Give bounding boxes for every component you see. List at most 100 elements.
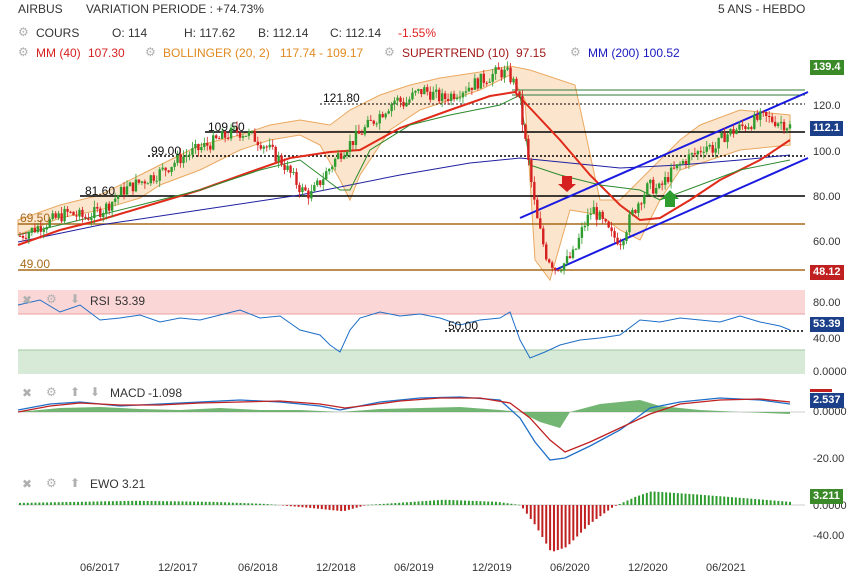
ewo-bar	[529, 505, 532, 519]
ewo-bar	[641, 494, 644, 505]
ewo-bar	[34, 502, 37, 505]
rsi-level-label: 50.00	[448, 319, 479, 333]
candle-body	[244, 135, 248, 137]
candle-body	[782, 121, 786, 131]
candle-body	[527, 138, 530, 160]
ewo-bar	[336, 505, 339, 511]
candle-body	[675, 164, 679, 169]
macd-panel[interactable]	[0, 380, 855, 468]
mm40-label: MM (40)	[36, 46, 81, 60]
close-icon[interactable]: ✖	[22, 477, 33, 491]
ewo-bar	[502, 502, 505, 505]
ewo-bar	[309, 505, 312, 508]
ewo-bar	[123, 501, 126, 505]
candle-body	[562, 263, 566, 271]
period-label[interactable]: 5 ANS - HEBDO	[718, 2, 806, 16]
ewo-bar	[506, 503, 509, 505]
candle-body	[601, 211, 604, 219]
ewo-bar	[761, 499, 764, 505]
gear-icon[interactable]: ⚙	[46, 476, 57, 490]
candle-body	[785, 128, 789, 131]
ewo-bar	[135, 500, 138, 505]
open-value: O: 114	[112, 26, 148, 40]
ewo-bar	[607, 505, 610, 511]
ewo-panel[interactable]	[0, 470, 855, 558]
ewo-bar	[715, 495, 718, 505]
candle-body	[21, 235, 25, 238]
ewo-bar	[498, 502, 501, 505]
arrow-down-icon[interactable]: ⬇	[70, 292, 81, 306]
candle-body	[723, 132, 726, 143]
candle-body	[518, 91, 521, 96]
ewo-bar	[332, 505, 335, 511]
gear-icon[interactable]: ⚙	[18, 25, 29, 39]
gear-icon[interactable]: ⚙	[145, 45, 156, 59]
ewo-bar	[127, 500, 130, 505]
ewo-bar	[560, 505, 563, 549]
ewo-bar	[212, 501, 215, 505]
ewo-bar	[255, 503, 258, 505]
level-lines	[18, 89, 805, 271]
candle-body	[182, 156, 185, 164]
candle-body	[146, 183, 150, 185]
ewo-bar	[107, 501, 110, 505]
ewo-bar	[463, 500, 466, 505]
candle-body	[708, 145, 711, 147]
candle-body	[414, 90, 417, 93]
candle-body	[63, 208, 66, 222]
candle-body	[672, 167, 676, 169]
bollinger-band	[17, 65, 791, 282]
candle-body	[770, 116, 774, 122]
candle-body	[96, 207, 99, 209]
arrow-up-icon[interactable]: ⬆	[70, 385, 81, 399]
price-chart[interactable]	[0, 60, 855, 285]
candle-body	[530, 159, 533, 183]
candle-body	[119, 186, 123, 196]
candle-body	[753, 114, 756, 129]
ewo-bar	[746, 498, 749, 505]
arrow-down-icon[interactable]: ⬇	[90, 385, 101, 399]
candle-body	[155, 180, 158, 182]
arrow-up-icon[interactable]: ⬆	[70, 476, 81, 490]
close-icon[interactable]: ✖	[22, 386, 33, 400]
candle-body	[197, 143, 200, 151]
gear-icon[interactable]: ⚙	[46, 292, 57, 306]
candle-body	[550, 262, 554, 268]
ewo-bar	[599, 505, 602, 517]
candle-body	[420, 89, 423, 95]
candle-body	[131, 182, 135, 192]
ewo-bar	[374, 504, 377, 505]
candle-body	[432, 91, 435, 100]
rsi-panel[interactable]	[0, 288, 855, 378]
candle-body	[426, 87, 429, 92]
price-tag-high: 139.4	[810, 60, 844, 75]
x-tick-1: 12/2017	[158, 562, 198, 574]
candle-body	[164, 167, 167, 171]
candle-body	[666, 177, 670, 182]
ewo-bar	[204, 501, 207, 505]
gear-icon[interactable]: ⚙	[384, 45, 395, 59]
ewo-bar	[77, 501, 80, 505]
ewo-bar	[394, 503, 397, 505]
mm40-value: 107.30	[88, 46, 125, 60]
close-icon[interactable]: ✖	[22, 293, 33, 307]
candle-body	[779, 121, 783, 124]
gear-icon[interactable]: ⚙	[46, 385, 57, 399]
ewo-bar	[758, 499, 761, 505]
candle-body	[286, 165, 289, 170]
candle-body	[637, 203, 640, 213]
ewo-bar	[576, 505, 579, 537]
ewo-bar	[285, 505, 288, 506]
ewo-bar	[88, 501, 91, 505]
ewo-bar	[700, 494, 703, 505]
candle-body	[51, 213, 54, 220]
candle-body	[521, 95, 524, 125]
candle-body	[209, 145, 212, 150]
ewo-bar	[564, 505, 567, 548]
ewo-bar	[556, 505, 559, 551]
gear-icon[interactable]: ⚙	[18, 45, 29, 59]
gear-icon[interactable]: ⚙	[570, 45, 581, 59]
candle-body	[678, 163, 682, 165]
candle-body	[295, 172, 298, 185]
ewo-bar	[22, 502, 25, 505]
